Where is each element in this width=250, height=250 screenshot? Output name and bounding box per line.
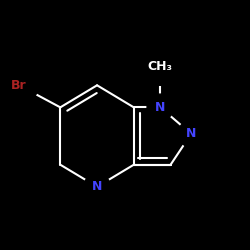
Text: N: N: [186, 127, 196, 140]
Circle shape: [84, 174, 110, 200]
Text: N: N: [92, 180, 102, 193]
Circle shape: [178, 120, 204, 147]
Circle shape: [0, 66, 38, 104]
Text: CH₃: CH₃: [148, 60, 173, 73]
Circle shape: [141, 47, 180, 85]
Text: Br: Br: [11, 79, 27, 92]
Text: N: N: [155, 101, 166, 114]
Circle shape: [147, 94, 174, 120]
